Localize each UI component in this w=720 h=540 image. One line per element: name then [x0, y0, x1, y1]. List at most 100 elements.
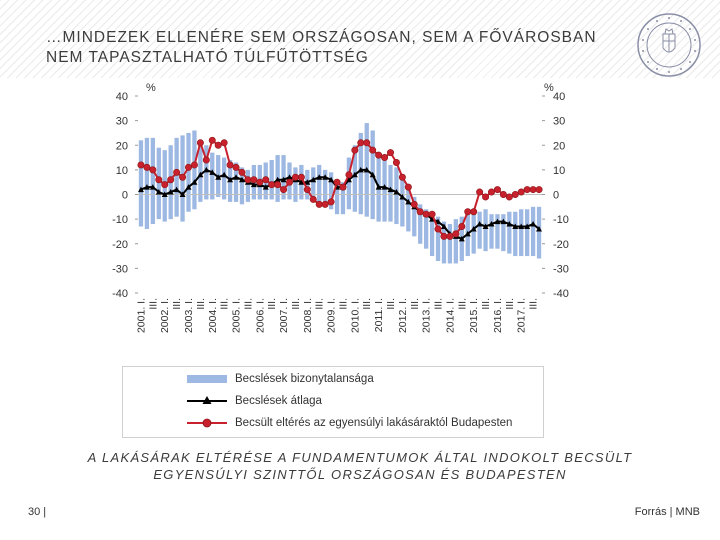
- legend-band-swatch: [187, 375, 227, 383]
- budapest-point: [309, 195, 317, 203]
- budapest-point: [196, 139, 204, 147]
- y-tick-left: 20: [116, 140, 128, 152]
- x-tick-label: 2007. I.: [278, 298, 290, 333]
- budapest-point: [285, 178, 293, 186]
- x-tick-label: 2017. I.: [516, 298, 528, 333]
- x-tick-label: III.: [314, 298, 326, 310]
- y-tick-left: -10: [112, 214, 128, 226]
- budapest-point: [375, 151, 383, 159]
- x-tick-label: III.: [480, 298, 492, 310]
- budapest-point: [244, 176, 252, 184]
- average-point: [488, 221, 495, 227]
- budapest-point: [517, 188, 525, 196]
- budapest-point: [422, 210, 430, 218]
- header-pattern: [0, 0, 720, 78]
- y-axis-unit-right: %: [544, 82, 554, 94]
- average-point: [209, 169, 216, 175]
- budapest-point: [179, 173, 187, 181]
- band-bar: [513, 211, 518, 257]
- budapest-point: [446, 232, 454, 240]
- budapest-point: [214, 141, 222, 149]
- band-bar: [477, 211, 482, 249]
- average-point: [530, 221, 537, 227]
- band-bar: [346, 157, 352, 210]
- band-bar: [198, 140, 203, 202]
- x-tick-label: III.: [385, 298, 397, 310]
- band-bar: [388, 164, 393, 222]
- budapest-point: [321, 200, 329, 208]
- chart-caption-line-2: EGYENSÚLYI SZINTTŐL ORSZÁGOSAN ÉS BUDAPE…: [153, 467, 567, 482]
- budapest-point: [327, 198, 335, 206]
- slide-title-line-1: …MINDEZEK ELLENÉRE SEM ORSZÁGOSAN, SEM A…: [46, 29, 597, 46]
- band-bar: [418, 204, 423, 244]
- band-bar: [334, 182, 340, 215]
- band-bar: [293, 167, 298, 202]
- x-tick-label: III.: [266, 298, 278, 310]
- budapest-point: [173, 168, 181, 176]
- x-axis: 2001. I. III. 2002. I. III. 2003. I. III. 2004…: [135, 298, 539, 333]
- budapest-point: [185, 163, 193, 171]
- average-point: [238, 176, 245, 183]
- average-point: [143, 184, 150, 190]
- average-point: [167, 189, 174, 195]
- x-tick-label: III.: [219, 298, 231, 310]
- average-point: [250, 181, 257, 188]
- legend-item-budapest: Becsült eltérés az egyensúlyi lakásárakt…: [123, 414, 512, 432]
- average-point: [500, 218, 507, 225]
- average-point: [274, 176, 281, 183]
- average-point: [227, 176, 234, 183]
- budapest-point: [226, 161, 234, 169]
- average-point: [203, 166, 210, 173]
- budapest-point: [428, 210, 436, 218]
- budapest-point: [161, 181, 169, 189]
- y-tick-left: -20: [112, 239, 128, 251]
- page-number: 30 |: [28, 506, 47, 518]
- budapest-point: [280, 186, 288, 194]
- x-tick-label: 2012. I.: [397, 298, 409, 333]
- band-bar: [150, 137, 155, 225]
- budapest-point: [291, 173, 299, 181]
- band-bar: [222, 157, 227, 200]
- budapest-point: [458, 223, 466, 231]
- budapest-point: [256, 178, 264, 186]
- x-tick-label: III.: [528, 298, 540, 310]
- average-point: [387, 186, 394, 193]
- average-point: [518, 223, 525, 230]
- band-bar: [412, 196, 417, 237]
- average-point: [470, 225, 477, 232]
- average-point: [381, 184, 388, 190]
- chart-caption-line-1: A LAKÁSÁRAK ELTÉRÉSE A FUNDAMENTUMOK ÁLT…: [87, 450, 633, 465]
- x-tick-label: III.: [147, 298, 159, 310]
- chart-lines: [137, 136, 543, 242]
- average-point: [233, 174, 240, 180]
- average-point: [173, 186, 180, 193]
- y-tick-right: -30: [553, 263, 569, 275]
- budapest-point: [404, 183, 412, 191]
- x-tick-label: 2013. I.: [421, 298, 433, 333]
- average-point: [316, 174, 323, 180]
- band-bar: [210, 152, 215, 200]
- budapest-point: [262, 176, 270, 184]
- x-tick-label: 2006. I.: [254, 298, 266, 333]
- band-bar: [245, 169, 251, 202]
- y-tick-left: 10: [116, 165, 128, 177]
- average-point: [482, 223, 489, 230]
- x-tick-label: 2004. I.: [207, 298, 219, 333]
- budapest-point: [339, 183, 347, 191]
- budapest-point: [386, 149, 394, 157]
- budapest-point: [434, 225, 442, 233]
- budapest-point: [381, 154, 389, 162]
- average-point: [304, 179, 311, 185]
- budapest-point: [202, 156, 210, 164]
- budapest-point: [505, 193, 513, 201]
- band-bar: [144, 137, 150, 229]
- average-point: [464, 230, 471, 237]
- x-tick-label: III.: [337, 298, 349, 310]
- x-tick-label: 2002. I.: [159, 298, 171, 333]
- band-bar: [174, 137, 179, 217]
- x-tick-label: 2016. I.: [492, 298, 504, 333]
- average-point: [476, 221, 483, 227]
- band-bar: [352, 145, 357, 212]
- band-bar: [525, 209, 530, 257]
- band-bar: [269, 160, 274, 200]
